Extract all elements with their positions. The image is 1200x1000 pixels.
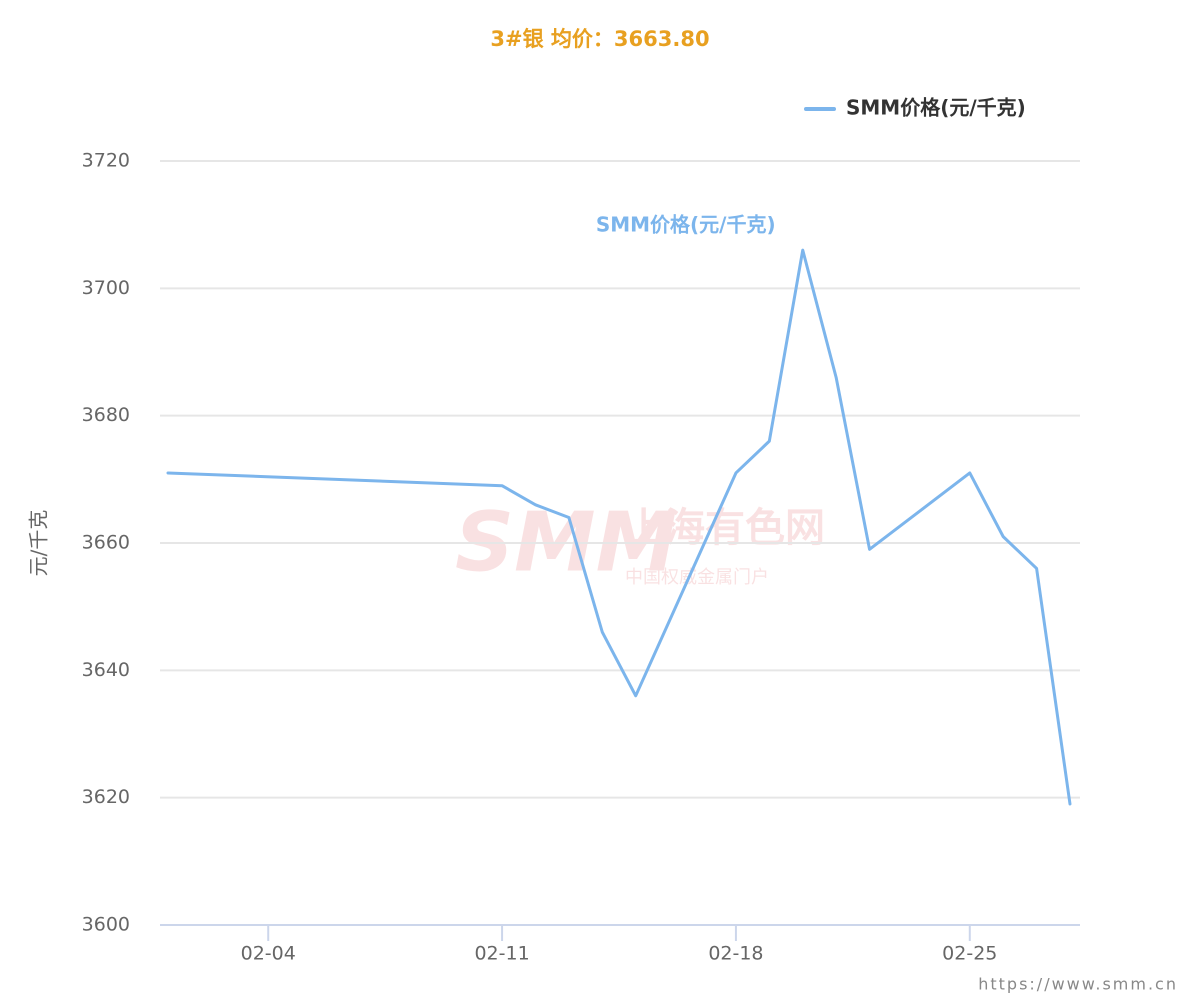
chart-title: 3#银 均价：3663.80 [490, 27, 709, 51]
y-tick-label: 3600 [82, 914, 130, 936]
legend-label: SMM价格(元/千克) [846, 96, 1026, 120]
y-tick-label: 3680 [82, 404, 130, 426]
y-tick-label: 3620 [82, 786, 130, 808]
x-tick-label: 02-25 [942, 943, 997, 965]
y-tick-label: 3720 [82, 150, 130, 172]
series-label: SMM价格(元/千克) [596, 213, 776, 237]
price-line [166, 248, 1072, 806]
y-tick-label: 3640 [82, 659, 130, 681]
x-tick-label: 02-18 [708, 943, 763, 965]
footer-url: https://www.smm.cn [978, 975, 1178, 994]
watermark-slogan: 中国权威金属门户 [625, 567, 769, 588]
y-axis-label: 元/千克 [27, 510, 51, 577]
y-tick-label: 3660 [82, 532, 130, 554]
x-tick-label: 02-11 [474, 943, 529, 965]
x-tick-label: 02-04 [241, 943, 296, 965]
y-tick-label: 3700 [82, 277, 130, 299]
watermark-name: 上海有色网 [625, 505, 825, 551]
